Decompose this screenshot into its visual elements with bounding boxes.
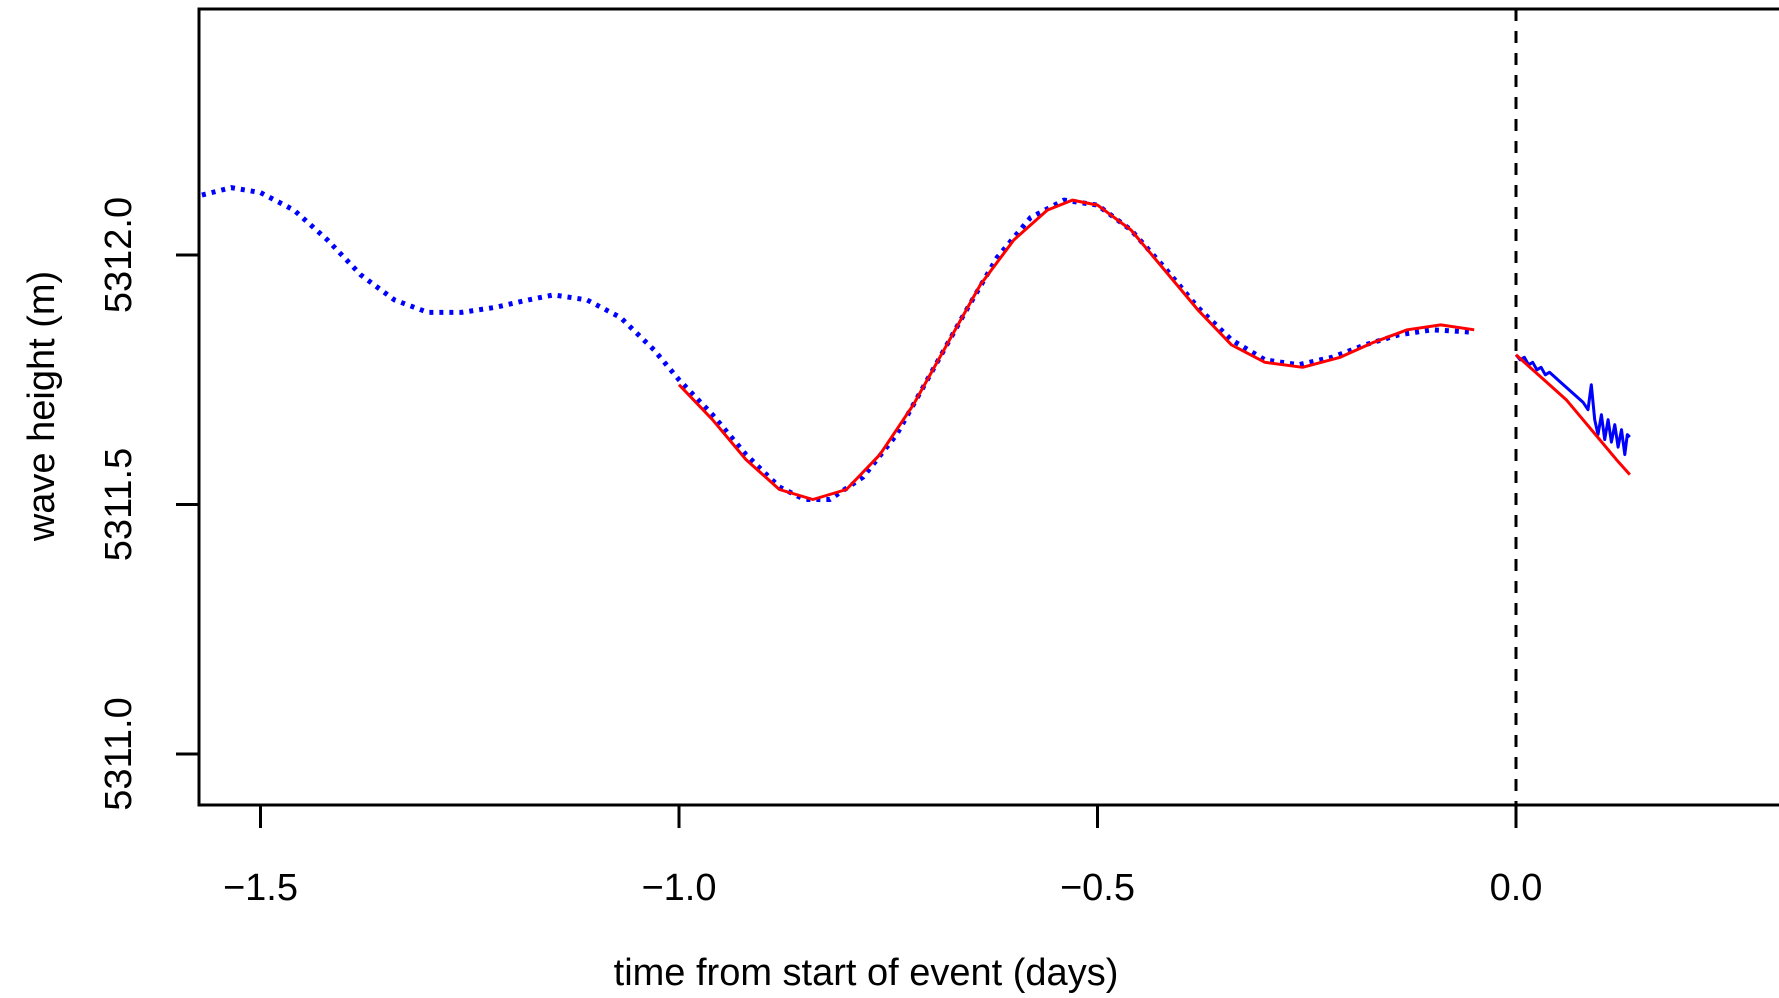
series-line-1 xyxy=(201,185,1475,502)
x-axis: −1.5 −1.0 −0.5 0.0 xyxy=(223,805,1542,909)
series-group xyxy=(201,185,1631,502)
y-tick-label: 5312.0 xyxy=(98,197,140,313)
y-tick-label: 5311.5 xyxy=(98,448,140,561)
x-tick-label: 0.0 xyxy=(1490,867,1543,909)
series-line-3 xyxy=(1514,353,1631,457)
y-axis-label: wave height (m) xyxy=(21,271,63,542)
x-axis-label: time from start of event (days) xyxy=(614,952,1119,994)
series-line-2 xyxy=(677,198,1475,501)
x-tick-label: −0.5 xyxy=(1060,867,1135,909)
x-tick-label: −1.0 xyxy=(641,867,716,909)
y-axis: 5311.0 5311.5 5312.0 xyxy=(98,197,199,811)
y-tick-label: 5311.0 xyxy=(98,697,140,810)
series-line-4 xyxy=(1514,353,1631,476)
plot-frame xyxy=(197,7,1779,807)
x-tick-label: −1.5 xyxy=(223,867,298,909)
